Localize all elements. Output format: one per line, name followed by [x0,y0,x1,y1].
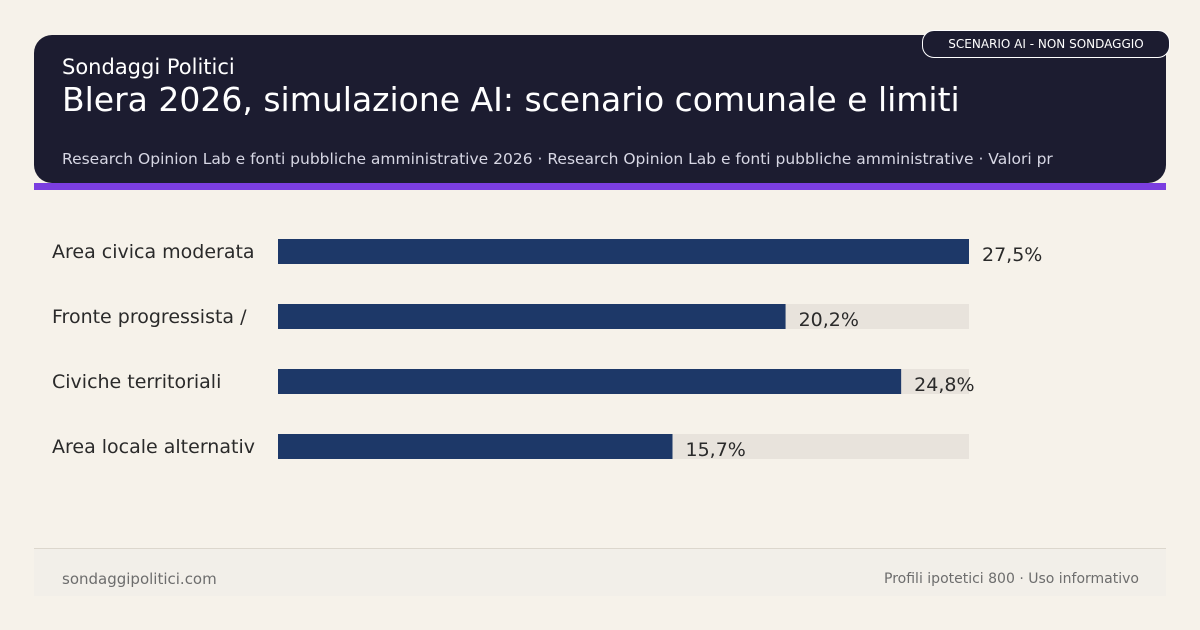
value-label: 15,7% [685,439,745,461]
category-label: Area locale alternativ [52,436,255,458]
value-label: 24,8% [914,374,974,396]
value-label: 27,5% [982,244,1042,266]
header-panel [34,35,1166,183]
bar [278,369,902,394]
bar [278,239,969,264]
footer-site: sondaggipolitici.com [62,570,217,588]
footer: sondaggipolitici.com Profili ipotetici 8… [34,548,1166,596]
brand-name: Sondaggi Politici [62,55,235,79]
footer-note: Profili ipotetici 800 · Uso informativo [884,571,1139,587]
page-subtitle: Research Opinion Lab e fonti pubbliche a… [62,150,1053,168]
scenario-badge: SCENARIO AI - NON SONDAGGIO [922,30,1170,58]
value-label: 20,2% [799,309,859,331]
category-label: Civiche territoriali [52,371,221,393]
category-label: Fronte progressista / [52,306,247,328]
category-label: Area civica moderata [52,241,255,263]
accent-line [34,183,1166,190]
bar [278,304,786,329]
page-title: Blera 2026, simulazione AI: scenario com… [62,80,960,119]
bar [278,434,673,459]
